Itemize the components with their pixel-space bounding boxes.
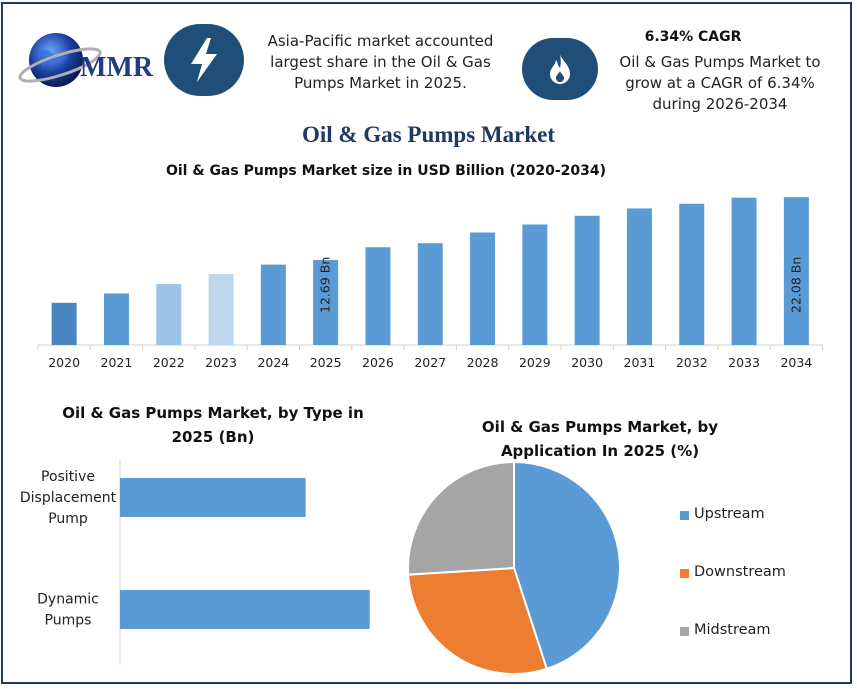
bar-2024 — [260, 264, 286, 345]
application-pie-chart — [407, 460, 621, 675]
type-chart-title: Oil & Gas Pumps Market, by Type in 2025 … — [48, 401, 378, 449]
x-tick-label: 2021 — [101, 355, 133, 370]
x-tick-label: 2028 — [467, 355, 499, 370]
type-bar-chart: Positive Displacement Pump Dynamic Pumps — [20, 460, 370, 665]
bar-2031 — [626, 208, 652, 345]
bar-chart-title: Oil & Gas Pumps Market size in USD Billi… — [165, 163, 607, 179]
legend-label: Downstream — [694, 564, 786, 580]
asia-pacific-line-3: Pumps Market in 2025. — [294, 74, 467, 92]
x-tick-label: 2030 — [571, 355, 603, 370]
lightning-bolt-icon — [164, 24, 244, 96]
legend-swatch — [680, 511, 689, 520]
asia-pacific-line-1: Asia-Pacific market accounted — [267, 32, 494, 50]
bar-2030 — [574, 215, 600, 345]
main-title: Oil & Gas Pumps Market — [302, 122, 555, 147]
legend-swatch — [680, 627, 689, 636]
application-chart-title: Oil & Gas Pumps Market, by Application I… — [470, 415, 730, 463]
bar-2025 — [313, 260, 339, 345]
x-tick-label: 2022 — [153, 355, 185, 370]
type-category-label: Pump — [48, 511, 88, 527]
type-category-label: Positive — [41, 469, 95, 485]
bar-2023 — [208, 274, 234, 345]
logo-text: MMR — [80, 52, 154, 83]
legend-label: Midstream — [694, 622, 771, 638]
bar-2028 — [470, 232, 496, 345]
bar-data-label: 12.69 Bn — [318, 257, 333, 313]
asia-pacific-line-2: largest share in the Oil & Gas — [270, 53, 491, 71]
x-tick-label: 2024 — [257, 355, 289, 370]
legend-item-midstream: Midstream — [680, 622, 830, 680]
type-category-label: Displacement — [20, 490, 117, 506]
bar-2022 — [156, 284, 182, 345]
bar-2027 — [417, 243, 443, 345]
bar-2020 — [51, 302, 77, 345]
x-tick-label: 2025 — [310, 355, 342, 370]
bar-data-label: 22.08 Bn — [788, 257, 803, 313]
pie-slice-downstream — [407, 566, 549, 675]
application-chart-title-text: Oil & Gas Pumps Market, by Application I… — [481, 418, 719, 460]
type-bar — [120, 478, 306, 517]
cagr-title: 6.34% CAGR — [644, 29, 742, 45]
flame-icon — [522, 38, 598, 100]
bar-2029 — [522, 224, 548, 345]
bar-2034 — [783, 197, 809, 345]
type-category-label: Dynamic — [37, 592, 99, 608]
bar-2032 — [679, 203, 705, 345]
market-size-bar-chart: 2020 2021 2022 2023 2024 2025 12.69 Bn 2026 2027… — [37, 197, 823, 370]
x-tick-label: 2033 — [728, 355, 760, 370]
legend-label: Upstream — [694, 506, 765, 522]
asia-pacific-statement: Asia-Pacific market accounted largest sh… — [258, 31, 503, 94]
cagr-line-3: during 2026-2034 — [652, 95, 788, 113]
type-bar — [120, 590, 370, 629]
x-tick-label: 2026 — [362, 355, 394, 370]
type-category-label: Pumps — [45, 613, 92, 629]
bar-2026 — [365, 247, 391, 345]
x-tick-label: 2023 — [205, 355, 237, 370]
legend-item-upstream: Upstream — [680, 506, 830, 564]
x-tick-label: 2020 — [48, 355, 80, 370]
x-tick-label: 2034 — [780, 355, 812, 370]
bar-2021 — [103, 293, 129, 345]
x-tick-label: 2032 — [676, 355, 708, 370]
cagr-statement: Oil & Gas Pumps Market to grow at a CAGR… — [610, 52, 830, 115]
legend-item-downstream: Downstream — [680, 564, 830, 622]
cagr-line-2: grow at a CAGR of 6.34% — [625, 74, 815, 92]
x-tick-label: 2031 — [624, 355, 656, 370]
x-tick-label: 2029 — [519, 355, 551, 370]
x-tick-label: 2027 — [414, 355, 446, 370]
cagr-line-1: Oil & Gas Pumps Market to — [619, 53, 821, 71]
pie-slice-midstream — [407, 460, 515, 576]
bar-2033 — [731, 197, 757, 345]
pie-legend: Upstream Downstream Midstream — [680, 506, 830, 680]
mmr-logo — [18, 33, 102, 87]
type-chart-title-text: Oil & Gas Pumps Market, by Type in 2025 … — [62, 404, 364, 446]
legend-swatch — [680, 569, 689, 578]
pie-slice-upstream — [513, 460, 621, 671]
